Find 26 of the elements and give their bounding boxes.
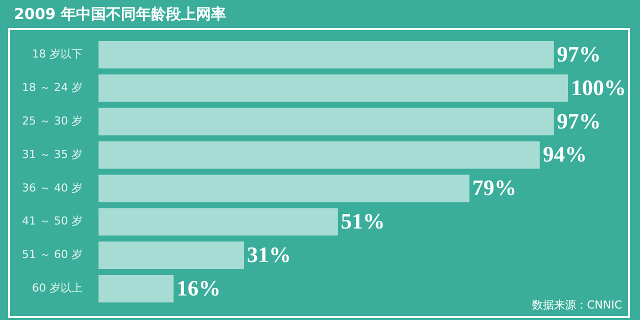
bar: [98, 108, 554, 136]
data-label: 31%: [247, 242, 292, 267]
data-label: 79%: [472, 175, 516, 200]
y-tick-label: 25 ～ 30 岁: [22, 114, 82, 128]
y-tick-label: 18 岁以下: [32, 48, 82, 61]
bar: [98, 174, 470, 202]
y-tick-label: 18 ～ 24 岁: [22, 80, 82, 94]
bar: [98, 208, 338, 236]
data-label: 97%: [556, 41, 601, 66]
data-label: 94%: [542, 142, 587, 167]
chart-title: 2009 年中国不同年龄段上网率: [14, 4, 226, 23]
y-tick-label: 36 ～ 40 岁: [22, 181, 82, 194]
y-tick-label: 41 ～ 50 岁: [22, 214, 82, 228]
data-label: 97%: [556, 108, 601, 134]
y-tick-label: 51 ～ 60 岁: [22, 248, 82, 262]
data-label: 16%: [176, 275, 221, 300]
annotation: 数据来源：CNNIC: [532, 298, 622, 312]
data-label: 51%: [340, 208, 385, 234]
data-label: 100%: [571, 74, 626, 100]
bar: [98, 74, 568, 102]
bar: [98, 274, 174, 302]
bar: [98, 41, 554, 68]
bar: [98, 141, 540, 169]
y-tick-label: 60 岁以上: [32, 282, 82, 295]
y-tick-label: 31 ～ 35 岁: [22, 148, 82, 161]
bar: [98, 242, 244, 269]
